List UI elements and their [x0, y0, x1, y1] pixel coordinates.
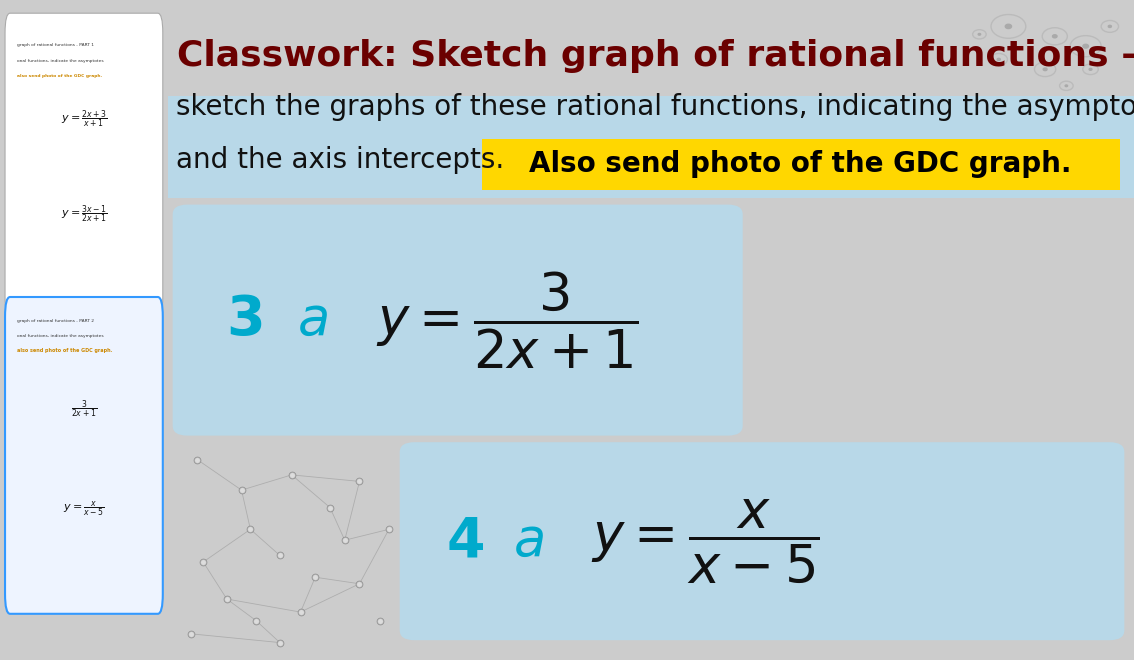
Text: sketch the graphs of these rational functions, indicating the asymptotes: sketch the graphs of these rational func…	[176, 93, 1134, 121]
Circle shape	[1083, 44, 1089, 48]
FancyBboxPatch shape	[399, 442, 1124, 640]
Text: graph of rational functions - PART 2: graph of rational functions - PART 2	[17, 319, 94, 323]
FancyBboxPatch shape	[168, 96, 1134, 198]
FancyBboxPatch shape	[482, 139, 1119, 190]
Text: Classwork: Sketch graph of rational functions - PART 2: Classwork: Sketch graph of rational func…	[178, 39, 1134, 73]
Text: $y = \dfrac{x}{x-5}$: $y = \dfrac{x}{x-5}$	[591, 498, 820, 585]
Circle shape	[979, 34, 981, 35]
Circle shape	[1005, 24, 1012, 28]
Text: $y = \dfrac{3}{2x+1}$: $y = \dfrac{3}{2x+1}$	[375, 269, 638, 371]
Text: graph of rational functions - PART 1: graph of rational functions - PART 1	[17, 43, 94, 47]
Text: 3: 3	[226, 293, 264, 347]
Circle shape	[1052, 35, 1057, 38]
Circle shape	[1065, 85, 1067, 86]
Text: Also send photo of the GDC graph.: Also send photo of the GDC graph.	[530, 150, 1072, 178]
FancyBboxPatch shape	[172, 205, 743, 436]
Circle shape	[1089, 69, 1092, 70]
Text: $y = \frac{3x-1}{2x+1}$: $y = \frac{3x-1}{2x+1}$	[60, 204, 108, 225]
Text: a: a	[298, 294, 331, 346]
Text: and the axis intercepts.: and the axis intercepts.	[176, 147, 503, 174]
Text: $y = \frac{2x+3}{x+1}$: $y = \frac{2x+3}{x+1}$	[60, 108, 108, 129]
Text: onal functions, indicate the asymptotes: onal functions, indicate the asymptotes	[17, 334, 103, 338]
Text: $y = \frac{x}{x-5}$: $y = \frac{x}{x-5}$	[64, 499, 104, 517]
Text: 4: 4	[446, 514, 484, 568]
Circle shape	[1043, 68, 1047, 71]
Circle shape	[997, 58, 1000, 61]
FancyBboxPatch shape	[5, 13, 163, 317]
Text: a: a	[514, 515, 547, 567]
FancyBboxPatch shape	[5, 297, 163, 614]
Text: also send photo of the GDC graph.: also send photo of the GDC graph.	[17, 74, 102, 78]
Text: onal functions, indicate the asymptotes: onal functions, indicate the asymptotes	[17, 59, 103, 63]
Text: $\frac{3}{2x+1}$: $\frac{3}{2x+1}$	[71, 399, 96, 420]
Circle shape	[1108, 25, 1111, 28]
Text: also send photo of the GDC graph.: also send photo of the GDC graph.	[17, 348, 112, 354]
